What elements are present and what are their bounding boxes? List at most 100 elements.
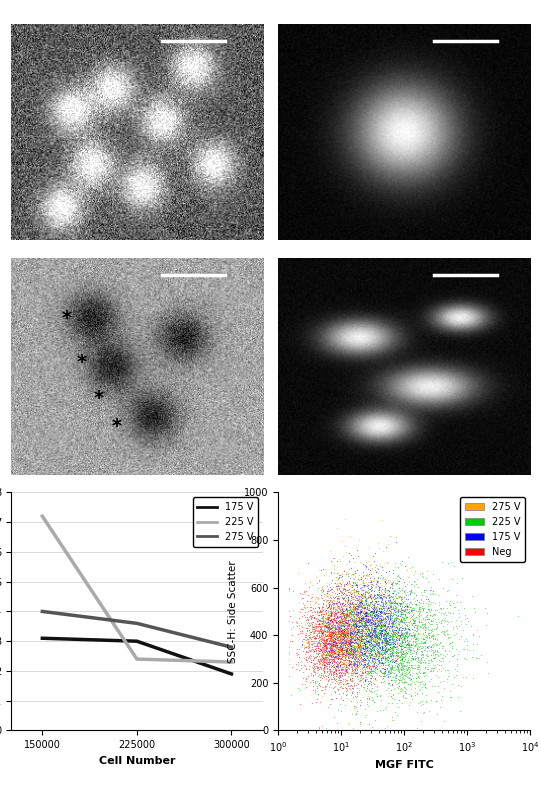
Point [372,606,380,619]
Point [341,653,350,665]
Point [365,582,374,595]
Point [350,583,359,596]
Point [352,543,361,556]
Point [328,635,337,648]
Point [355,634,364,646]
Point [346,572,354,584]
Point [374,640,382,653]
Point [349,599,358,612]
Point [305,623,313,636]
Point [339,596,347,608]
Point [386,667,394,680]
Point [313,661,322,674]
Point [378,619,386,631]
Point [359,666,367,679]
Point [342,576,351,588]
Point [367,576,375,588]
Point [369,652,378,665]
Point [403,599,411,612]
Point [347,627,356,640]
Point [366,614,375,626]
Point [364,642,373,655]
Point [355,633,364,646]
Point [305,654,313,667]
Point [368,660,377,673]
Point [379,602,388,615]
Point [395,639,404,652]
Point [353,640,362,653]
Point [446,599,455,611]
Point [389,661,398,674]
Point [353,615,361,627]
Point [393,646,401,658]
Point [407,629,416,642]
Point [348,655,357,668]
Point [395,651,404,664]
Point [374,597,383,610]
Point [294,647,303,660]
Point [337,584,346,597]
Point [338,591,346,603]
Point [378,650,386,663]
Point [388,603,397,615]
Point [367,616,375,629]
Point [381,634,390,646]
Point [362,624,371,637]
Point [354,579,363,592]
Point [358,611,366,624]
Point [341,658,350,671]
Point [292,616,301,629]
Point [349,634,358,646]
Point [352,612,360,625]
Point [344,646,352,658]
Point [374,657,383,669]
Point [390,639,399,652]
Point [385,602,394,615]
Point [381,596,390,608]
Point [344,603,352,616]
Point [384,681,393,694]
Point [346,637,354,649]
Point [341,627,350,640]
Point [338,576,346,588]
Point [399,689,408,702]
Point [406,678,414,691]
Point [377,626,386,638]
Point [335,624,344,637]
Point [388,601,397,614]
Point [308,611,316,624]
Point [388,661,397,674]
Point [419,632,427,645]
Point [413,633,421,646]
Point [320,651,329,664]
Point [365,638,374,651]
Point [425,609,434,622]
Point [384,626,393,639]
Point [418,619,426,631]
Point [319,629,327,642]
Point [314,600,323,613]
Point [321,610,329,622]
Point [361,640,370,653]
Point [374,655,382,668]
Point [336,591,345,603]
Point [394,629,403,642]
Point [322,611,331,624]
275 V [228,642,235,652]
Point [366,648,375,661]
Point [397,614,405,626]
Point [314,669,322,682]
Point [325,598,333,611]
Point [341,629,349,642]
Point [375,581,384,594]
Point [326,593,335,606]
Point [418,600,427,613]
Point [425,612,434,625]
Point [357,634,365,647]
Point [386,655,394,668]
Point [364,555,373,568]
Point [348,597,357,610]
Point [347,598,356,611]
Point [347,619,355,632]
Point [404,643,413,656]
